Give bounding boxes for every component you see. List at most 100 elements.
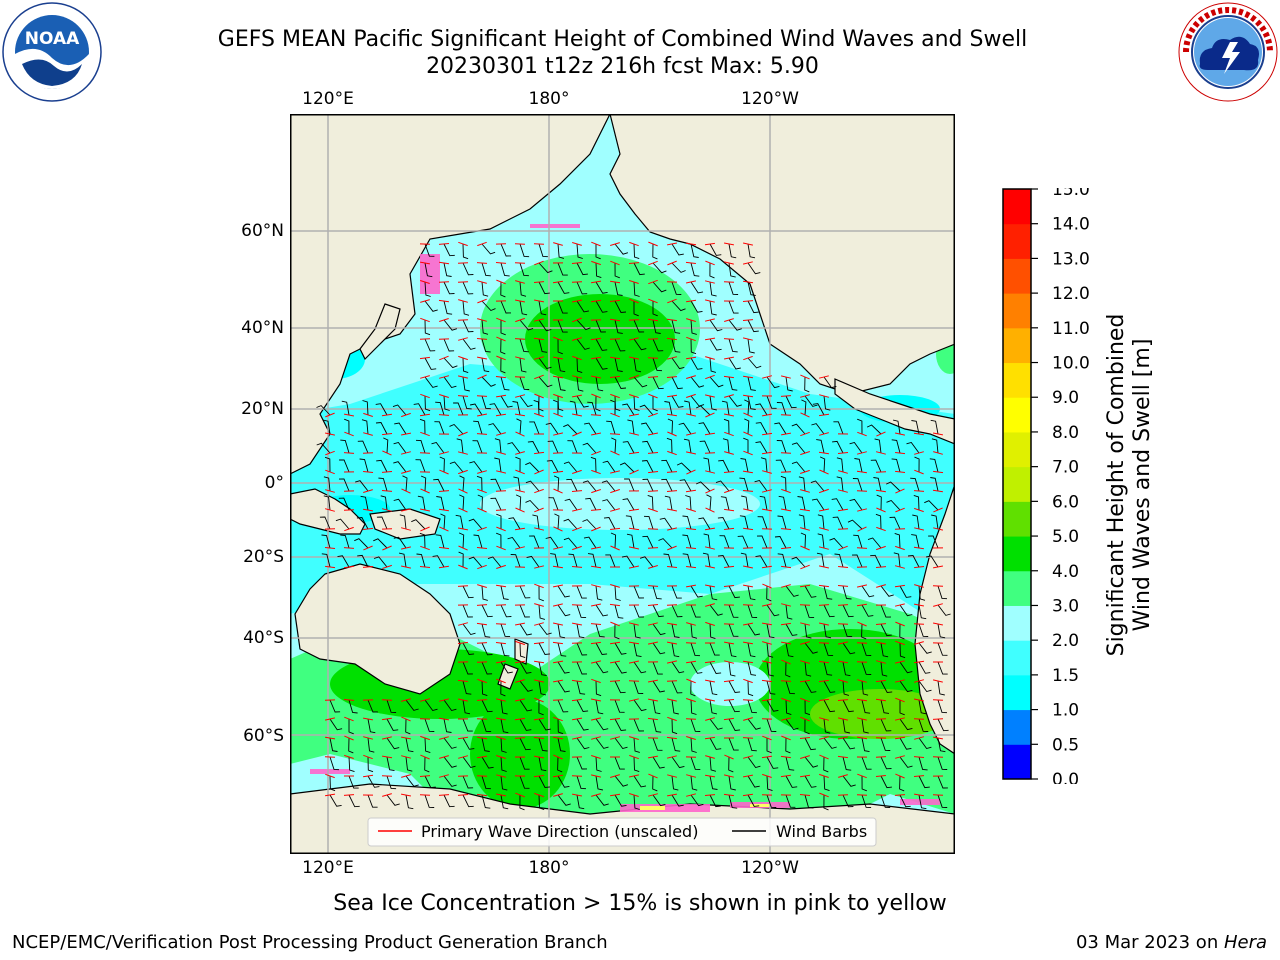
wind-barb (424, 262, 433, 278)
wind-barb (481, 699, 493, 713)
wave-direction-arrow (762, 470, 772, 474)
wind-barb (719, 535, 730, 549)
wave-direction-arrow (648, 679, 658, 683)
wave-direction-arrow (647, 717, 658, 721)
wind-barb (373, 538, 388, 549)
wave-direction-arrow (647, 452, 659, 454)
wind-barb (652, 680, 665, 693)
wind-barb (462, 585, 474, 599)
wave-direction-arrow (534, 660, 545, 664)
wave-direction-arrow (572, 622, 582, 626)
wave-direction-arrow (705, 470, 716, 474)
wave-direction-arrow (667, 622, 678, 626)
wave-direction-arrow (609, 375, 620, 378)
wind-barb (519, 376, 530, 390)
wind-barb (791, 423, 806, 435)
wave-direction-arrow (914, 527, 925, 531)
wave-direction-arrow (837, 489, 848, 493)
wind-barb (739, 515, 749, 530)
wave-direction-arrow (743, 641, 753, 645)
wave-direction-arrow (781, 547, 792, 550)
wind-barb (614, 699, 625, 713)
wave-direction-arrow (553, 375, 564, 379)
wave-direction-arrow (780, 774, 791, 778)
wave-direction-arrow (514, 338, 526, 340)
wave-direction-arrow (477, 356, 487, 360)
wave-direction-arrow (819, 736, 829, 740)
wave-direction-arrow (648, 565, 658, 569)
wind-barb (614, 262, 620, 279)
wave-direction-arrow (533, 679, 545, 683)
wave-direction-arrow (534, 565, 545, 569)
wave-direction-arrow (666, 490, 678, 492)
wave-direction-arrow (496, 678, 506, 684)
wind-barb (709, 718, 723, 730)
wind-barb (481, 319, 489, 335)
wind-barb (823, 680, 836, 693)
wave-direction-arrow (609, 718, 620, 721)
wind-barb (405, 737, 414, 753)
wind-barb (462, 756, 476, 769)
wind-barb (462, 243, 469, 260)
wave-direction-arrow (382, 450, 392, 456)
wind-barb (891, 439, 901, 454)
wave-direction-arrow (515, 792, 525, 798)
wind-barb (747, 680, 754, 697)
wind-barb (690, 642, 701, 657)
wind-barb (424, 300, 438, 312)
wind-barb (747, 300, 759, 314)
wave-direction-arrow (477, 584, 487, 588)
wind-barb (393, 536, 407, 549)
wind-barb (462, 319, 474, 333)
wind-barb (538, 737, 548, 752)
wind-barb (906, 441, 920, 454)
wind-barb (557, 794, 571, 806)
wind-barb (462, 376, 470, 392)
wind-barb (633, 301, 639, 317)
wind-barb (652, 338, 664, 352)
wave-direction-arrow (762, 508, 772, 512)
wind-barb (633, 262, 645, 276)
wave-direction-arrow (629, 527, 640, 531)
wind-barb (639, 556, 654, 568)
wind-barb (538, 699, 544, 716)
wave-direction-arrow (648, 432, 658, 436)
wave-direction-arrow (381, 508, 392, 512)
wave-direction-arrow (515, 280, 525, 284)
wind-barb (785, 699, 792, 716)
wind-barb (690, 300, 703, 313)
wave-direction-arrow (914, 584, 924, 588)
wave-direction-arrow (667, 431, 677, 437)
wave-direction-arrow (591, 603, 601, 607)
colorbar-tick-label: 14.0 (1052, 215, 1090, 235)
wave-direction-arrow (572, 317, 582, 323)
wind-barb (666, 437, 673, 454)
wave-direction-arrow (533, 737, 545, 739)
wave-direction-arrow (610, 621, 620, 627)
wave-direction-arrow (800, 394, 810, 398)
wave-direction-arrow (590, 774, 602, 778)
wind-barb (462, 395, 472, 410)
wind-barb (785, 756, 795, 771)
wave-direction-arrow (818, 584, 829, 588)
wave-direction-arrow (667, 793, 677, 797)
wave-direction-arrow (439, 526, 449, 532)
wave-direction-arrow (837, 755, 848, 759)
lat-label: 60°N (241, 221, 284, 241)
colorbar-block (1003, 431, 1031, 468)
wave-direction-arrow (363, 412, 373, 417)
wind-barb (557, 699, 569, 713)
wave-direction-arrow (477, 736, 488, 740)
wind-barb (419, 532, 426, 549)
wave-direction-arrow (686, 584, 696, 588)
wind-barb (642, 535, 654, 549)
wave-direction-arrow (553, 679, 563, 683)
wind-barb (473, 420, 483, 435)
wind-barb (411, 519, 426, 530)
wind-barb (911, 534, 920, 549)
wind-barb (614, 243, 629, 255)
wind-barb (576, 357, 583, 374)
wave-direction-arrow (648, 698, 658, 702)
wave-direction-arrow (609, 338, 621, 340)
wind-barb (519, 775, 530, 789)
